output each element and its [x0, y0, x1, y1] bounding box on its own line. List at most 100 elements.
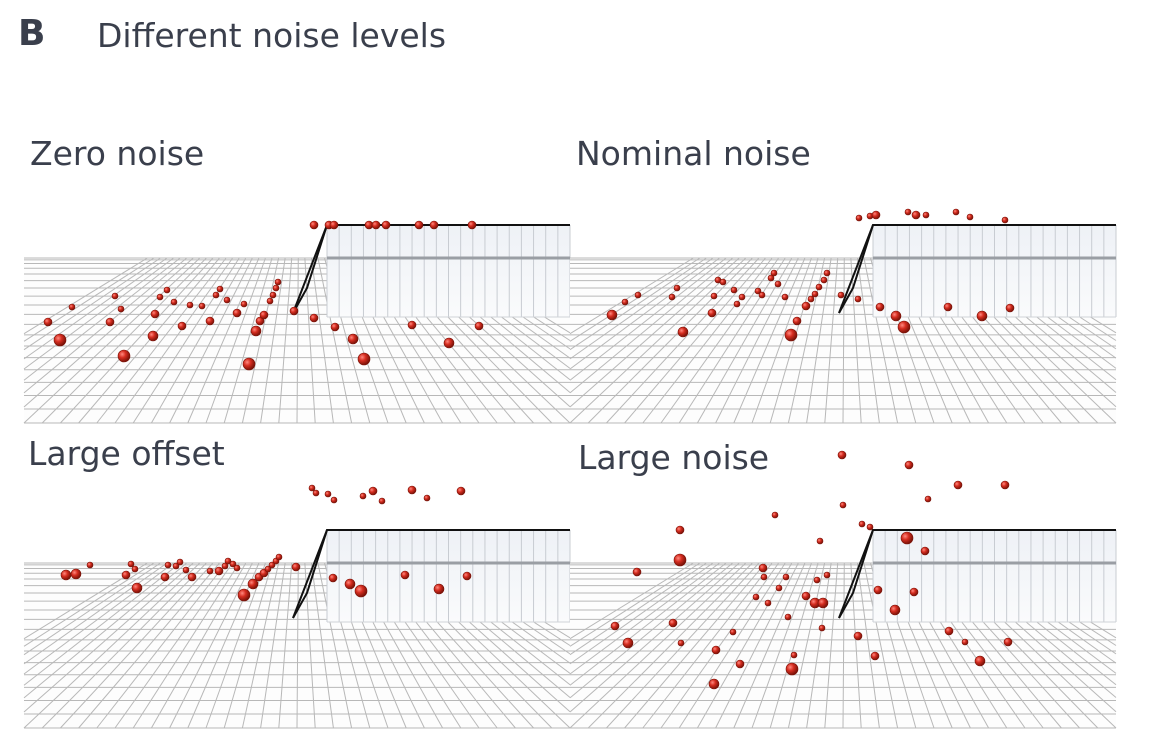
data-point-marker	[974, 655, 986, 667]
data-point-marker	[423, 494, 431, 502]
data-point-marker	[816, 537, 824, 545]
data-point-marker	[904, 460, 914, 470]
data-point-marker	[312, 489, 320, 497]
data-point-marker	[953, 480, 963, 490]
data-point-marker	[264, 565, 272, 573]
data-point-marker	[792, 316, 802, 326]
data-point-marker	[250, 325, 262, 337]
data-point-marker	[784, 613, 792, 621]
data-point-marker	[223, 296, 231, 304]
data-point-marker	[121, 570, 131, 580]
data-point-marker	[823, 571, 831, 579]
subplot-scene-large-offset	[23, 484, 571, 729]
panel-letter: B	[18, 13, 46, 54]
subplot-title-nominal-noise: Nominal noise	[576, 134, 811, 173]
data-point-marker	[729, 628, 737, 636]
data-point-marker	[770, 269, 778, 277]
data-point-marker	[214, 566, 224, 576]
data-point-marker	[807, 295, 815, 303]
data-point-marker	[767, 274, 775, 282]
data-point-marker	[255, 316, 265, 326]
data-point-marker	[177, 321, 187, 331]
data-point-marker	[710, 292, 718, 300]
data-point-marker	[904, 208, 912, 216]
data-point-marker	[837, 291, 845, 299]
data-point-marker	[160, 572, 170, 582]
data-point-marker	[784, 328, 798, 342]
data-point-marker	[309, 313, 319, 323]
data-point-marker	[414, 220, 424, 230]
data-point-marker	[866, 523, 874, 531]
data-point-marker	[668, 293, 676, 301]
data-point-marker	[289, 306, 299, 316]
data-point-marker	[858, 520, 866, 528]
data-point-marker	[754, 287, 762, 295]
data-point-marker	[117, 305, 125, 313]
data-point-marker	[622, 637, 634, 649]
data-point-marker	[610, 621, 620, 631]
data-point-marker	[911, 210, 921, 220]
data-point-marker	[229, 560, 237, 568]
data-point-marker	[43, 317, 53, 327]
data-point-marker	[966, 213, 974, 221]
data-point-marker	[890, 310, 902, 322]
data-point-marker	[329, 220, 339, 230]
data-point-marker	[897, 320, 911, 334]
data-point-marker	[131, 582, 143, 594]
data-point-marker	[291, 562, 301, 572]
data-point-marker	[823, 269, 831, 277]
data-point-marker	[870, 651, 880, 661]
data-point-marker	[164, 561, 172, 569]
data-point-marker	[817, 597, 829, 609]
data-point-marker	[407, 485, 417, 495]
data-point-marker	[924, 495, 932, 503]
data-point-marker	[733, 300, 741, 308]
data-point-marker	[368, 486, 378, 496]
data-point-marker	[371, 220, 381, 230]
data-point-marker	[111, 292, 119, 300]
data-point-marker	[272, 284, 280, 292]
data-point-marker	[347, 333, 359, 345]
data-point-marker	[730, 286, 738, 294]
data-point-marker	[68, 303, 76, 311]
data-point-marker	[240, 300, 248, 308]
data-point-marker	[462, 571, 472, 581]
data-point-marker	[738, 293, 746, 301]
data-point-marker	[707, 308, 717, 318]
data-point-marker	[105, 317, 115, 327]
data-point-marker	[456, 486, 466, 496]
data-point-marker	[53, 333, 67, 347]
data-point-marker	[1001, 216, 1009, 224]
data-point-marker	[357, 352, 371, 366]
data-point-marker	[187, 572, 197, 582]
data-point-marker	[237, 588, 251, 602]
data-point-marker	[719, 278, 727, 286]
data-point-marker	[242, 357, 256, 371]
data-point-marker	[771, 511, 779, 519]
data-point-marker	[1000, 480, 1010, 490]
data-point-marker	[172, 562, 180, 570]
data-point-marker	[606, 309, 618, 321]
data-point-marker	[309, 220, 319, 230]
data-point-marker	[818, 624, 826, 632]
data-point-marker	[269, 291, 277, 299]
subplot-scene-zero-noise	[23, 220, 571, 424]
data-point-marker	[634, 291, 642, 299]
data-point-marker	[198, 302, 206, 310]
data-point-marker	[268, 561, 276, 569]
data-point-marker	[920, 546, 930, 556]
data-point-marker	[224, 557, 232, 565]
data-point-marker	[711, 645, 721, 655]
data-point-marker	[811, 290, 819, 298]
data-point-marker	[131, 565, 139, 573]
data-point-marker	[801, 591, 811, 601]
data-point-marker	[774, 280, 782, 288]
data-point-marker	[677, 326, 689, 338]
data-point-marker	[815, 283, 823, 291]
data-point-marker	[344, 578, 356, 590]
subplot-title-large-offset: Large offset	[28, 434, 225, 473]
data-point-marker	[117, 349, 131, 363]
data-point-marker	[216, 285, 224, 293]
data-point-marker	[820, 276, 828, 284]
